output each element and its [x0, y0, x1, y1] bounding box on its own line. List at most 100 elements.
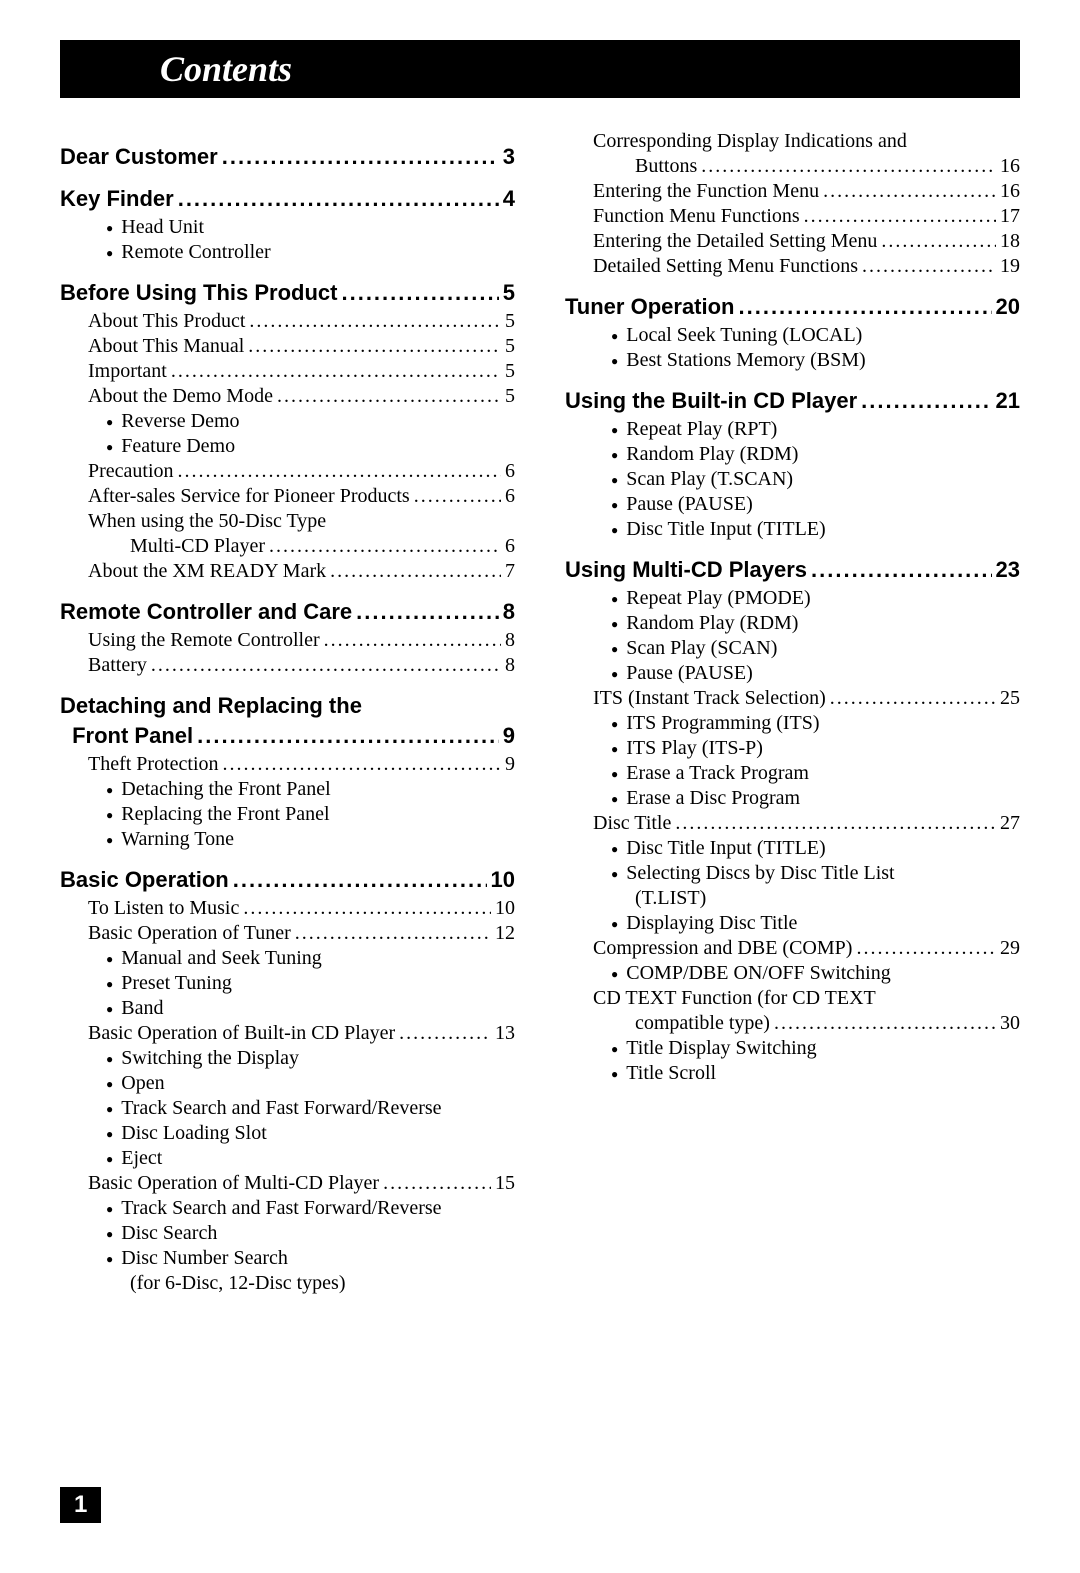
toc-bullet: Disc Search: [106, 1222, 515, 1245]
toc-bullet: Manual and Seek Tuning: [106, 947, 515, 970]
toc-leader-dots: ........................................…: [356, 599, 499, 625]
toc-bullet: Random Play (RDM): [611, 612, 1020, 635]
toc-entry: When using the 50-Disc Type: [88, 510, 515, 533]
toc-bullet: Erase a Track Program: [611, 762, 1020, 785]
toc-bullet-continuation: (T.LIST): [635, 887, 1020, 910]
toc-section-title: Remote Controller and Care: [60, 599, 352, 625]
toc-entry-title: When using the 50-Disc Type: [88, 510, 326, 533]
toc-leader-dots: ........................................…: [151, 654, 501, 677]
toc-section-title: Key Finder: [60, 186, 174, 212]
toc-page-ref: 10: [491, 867, 515, 893]
toc-entry-title: Multi-CD Player: [130, 535, 265, 558]
toc-leader-dots: ........................................…: [830, 687, 996, 710]
toc-entry-title: Battery: [88, 654, 147, 677]
toc-page-ref: 30: [1000, 1012, 1020, 1035]
toc-bullet: Track Search and Fast Forward/Reverse: [106, 1097, 515, 1120]
toc-entry-title: About This Manual: [88, 335, 244, 358]
toc-bullet: Displaying Disc Title: [611, 912, 1020, 935]
toc-bullet: Pause (PAUSE): [611, 662, 1020, 685]
toc-bullet: Disc Loading Slot: [106, 1122, 515, 1145]
toc-entry-title: Disc Title: [593, 812, 671, 835]
toc-bullet: Repeat Play (PMODE): [611, 587, 1020, 610]
toc-section-title: Using the Built-in CD Player: [565, 388, 857, 414]
page-number: 1: [60, 1487, 101, 1523]
toc-section: Key Finder..............................…: [60, 186, 515, 212]
toc-leader-dots: ........................................…: [324, 629, 501, 652]
toc-bullet: Title Display Switching: [611, 1037, 1020, 1060]
toc-page-ref: 5: [503, 280, 515, 306]
toc-leader-dots: ........................................…: [248, 335, 501, 358]
toc-entry: ITS (Instant Track Selection)...........…: [593, 687, 1020, 710]
toc-entry-title: Basic Operation of Built-in CD Player: [88, 1022, 395, 1045]
toc-bullet: Track Search and Fast Forward/Reverse: [106, 1197, 515, 1220]
toc-section: Basic Operation.........................…: [60, 867, 515, 893]
toc-leader-dots: ........................................…: [178, 460, 501, 483]
toc-entry: Using the Remote Controller.............…: [88, 629, 515, 652]
toc-entry-title: Important: [88, 360, 167, 383]
toc-entry: CD TEXT Function (for CD TEXT: [593, 987, 1020, 1010]
toc-page-ref: 21: [996, 388, 1020, 414]
toc-leader-dots: ........................................…: [222, 144, 499, 170]
toc-entry-title: Buttons: [635, 155, 697, 178]
toc-bullet: Feature Demo: [106, 435, 515, 458]
toc-bullet: Open: [106, 1072, 515, 1095]
toc-leader-dots: ........................................…: [823, 180, 996, 203]
toc-bullet: Erase a Disc Program: [611, 787, 1020, 810]
toc-entry-title: Entering the Function Menu: [593, 180, 819, 203]
toc-page-ref: 7: [505, 560, 515, 583]
toc-page-ref: 8: [505, 654, 515, 677]
toc-bullet: Reverse Demo: [106, 410, 515, 433]
toc-leader-dots: ........................................…: [399, 1022, 491, 1045]
toc-page-ref: 25: [1000, 687, 1020, 710]
toc-entry: Basic Operation of Built-in CD Player...…: [88, 1022, 515, 1045]
toc-entry-title: Entering the Detailed Setting Menu: [593, 230, 877, 253]
toc-leader-dots: ........................................…: [774, 1012, 996, 1035]
toc-bullet: ITS Programming (ITS): [611, 712, 1020, 735]
toc-entry: Multi-CD Player.........................…: [130, 535, 515, 558]
toc-section-title: Before Using This Product: [60, 280, 337, 306]
toc-entry: About This Manual.......................…: [88, 335, 515, 358]
toc-page-ref: 9: [503, 723, 515, 749]
toc-bullet: Random Play (RDM): [611, 443, 1020, 466]
toc-section: Detaching and Replacing the: [60, 693, 515, 719]
toc-page-ref: 3: [503, 144, 515, 170]
toc-bullet: Warning Tone: [106, 828, 515, 851]
header-bar: Contents: [60, 40, 1020, 98]
toc-section: Using the Built-in CD Player............…: [565, 388, 1020, 414]
toc-leader-dots: ........................................…: [861, 388, 991, 414]
toc-leader-dots: ........................................…: [277, 385, 501, 408]
toc-bullet: Scan Play (T.SCAN): [611, 468, 1020, 491]
toc-entry: Function Menu Functions.................…: [593, 205, 1020, 228]
toc-entry: Basic Operation of Tuner................…: [88, 922, 515, 945]
toc-leader-dots: ........................................…: [675, 812, 996, 835]
toc-leader-dots: ........................................…: [804, 205, 996, 228]
toc-entry-title: Precaution: [88, 460, 174, 483]
toc-entry-title: Compression and DBE (COMP): [593, 937, 852, 960]
toc-leader-dots: ........................................…: [383, 1172, 491, 1195]
toc-entry-title: Theft Protection: [88, 753, 219, 776]
toc-leader-dots: ........................................…: [171, 360, 501, 383]
toc-page-ref: 5: [505, 310, 515, 333]
toc-leader-dots: ........................................…: [233, 867, 487, 893]
toc-leader-dots: ........................................…: [223, 753, 501, 776]
toc-bullet: Detaching the Front Panel: [106, 778, 515, 801]
toc-leader-dots: ........................................…: [862, 255, 996, 278]
toc-bullet: Band: [106, 997, 515, 1020]
toc-section-title: Tuner Operation: [565, 294, 735, 320]
toc-bullet: Disc Title Input (TITLE): [611, 837, 1020, 860]
toc-section: Before Using This Product...............…: [60, 280, 515, 306]
toc-entry: Detailed Setting Menu Functions.........…: [593, 255, 1020, 278]
toc-entry-title: To Listen to Music: [88, 897, 239, 920]
toc-bullet: Head Unit: [106, 216, 515, 239]
toc-entry-title: Using the Remote Controller: [88, 629, 320, 652]
toc-entry: Precaution..............................…: [88, 460, 515, 483]
toc-entry: Compression and DBE (COMP)..............…: [593, 937, 1020, 960]
toc-page-ref: 5: [505, 360, 515, 383]
toc-section-title: Dear Customer: [60, 144, 218, 170]
toc-sub-continuation: (for 6-Disc, 12-Disc types): [130, 1272, 515, 1295]
toc-entry: compatible type)........................…: [635, 1012, 1020, 1035]
header-title: Contents: [160, 49, 292, 89]
toc-leader-dots: ........................................…: [811, 557, 991, 583]
toc-page-ref: 16: [1000, 155, 1020, 178]
toc-bullet: Remote Controller: [106, 241, 515, 264]
